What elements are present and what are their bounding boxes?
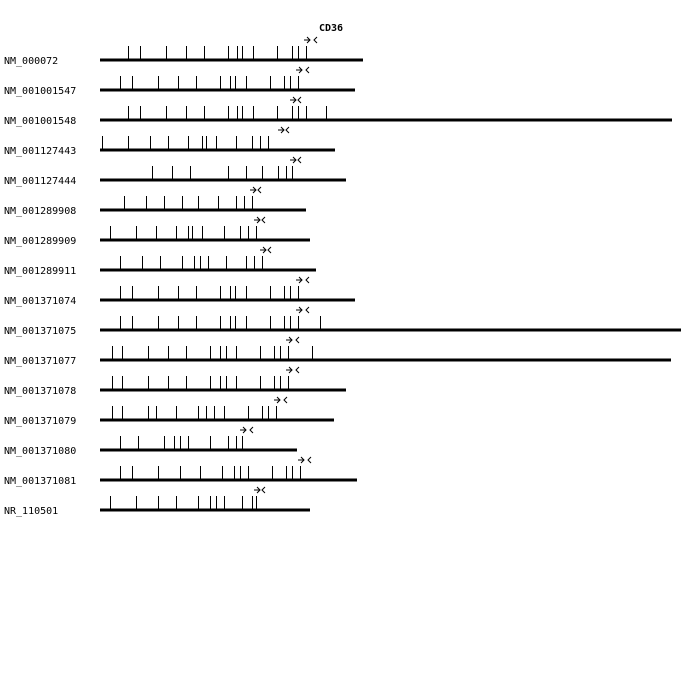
transcript-row: NM_001289909 [4, 216, 310, 247]
reverse-primer-arrow-icon [261, 486, 266, 494]
transcript-row: NM_001371074 [4, 276, 355, 307]
reverse-primer-arrow-icon [295, 366, 300, 374]
transcript-row: NM_001127443 [4, 126, 335, 157]
reverse-primer-arrow-icon [297, 96, 302, 104]
transcript-label: NM_001127443 [4, 146, 76, 157]
forward-primer-arrow-icon [290, 156, 297, 164]
transcript-row: NM_001289911 [4, 246, 316, 277]
forward-primer-arrow-icon [274, 396, 281, 404]
transcript-row: NM_001127444 [4, 156, 346, 187]
reverse-primer-arrow-icon [307, 456, 312, 464]
transcript-label: NM_001371080 [4, 446, 76, 457]
reverse-primer-arrow-icon [261, 216, 266, 224]
transcript-label: NM_001371079 [4, 416, 76, 427]
reverse-primer-arrow-icon [285, 126, 290, 134]
transcript-row: NM_001001548 [4, 96, 672, 127]
transcript-label: NM_001289911 [4, 266, 76, 277]
forward-primer-arrow-icon [254, 486, 261, 494]
reverse-primer-arrow-icon [249, 426, 254, 434]
reverse-primer-arrow-icon [295, 336, 300, 344]
transcript-row: NM_001289908 [4, 186, 306, 217]
forward-primer-arrow-icon [254, 216, 261, 224]
transcript-row: NM_001001547 [4, 66, 355, 97]
transcript-label: NM_001001548 [4, 116, 76, 127]
transcript-row: NM_001371081 [4, 456, 357, 487]
transcript-row: NM_001371080 [4, 426, 297, 457]
transcript-label: NM_001371075 [4, 326, 76, 337]
reverse-primer-arrow-icon [305, 306, 310, 314]
reverse-primer-arrow-icon [313, 36, 318, 44]
transcript-label: NM_001371078 [4, 386, 76, 397]
transcript-label: NM_000072 [4, 56, 58, 67]
transcript-row: NM_001371075 [4, 306, 681, 337]
transcripts-layer: NM_000072 NM_001001547 NM_001001548 NM_0011… [4, 36, 681, 517]
transcript-row: NM_001371077 [4, 336, 671, 367]
transcript-label: NM_001127444 [4, 176, 76, 187]
reverse-primer-arrow-icon [297, 156, 302, 164]
forward-primer-arrow-icon [296, 276, 303, 284]
transcript-label: NM_001371074 [4, 296, 76, 307]
forward-primer-arrow-icon [286, 366, 293, 374]
forward-primer-arrow-icon [250, 186, 257, 194]
transcript-row: NM_001371078 [4, 366, 346, 397]
gene-title: CD36 [319, 23, 343, 34]
transcript-label: NM_001371081 [4, 476, 76, 487]
transcript-label: NM_001371077 [4, 356, 76, 367]
forward-primer-arrow-icon [286, 336, 293, 344]
reverse-primer-arrow-icon [283, 396, 288, 404]
transcript-row: NM_001371079 [4, 396, 334, 427]
transcript-label: NM_001289908 [4, 206, 76, 217]
reverse-primer-arrow-icon [305, 276, 310, 284]
transcript-label: NM_001289909 [4, 236, 76, 247]
forward-primer-arrow-icon [278, 126, 285, 134]
forward-primer-arrow-icon [240, 426, 247, 434]
transcript-row: NM_000072 [4, 36, 363, 67]
transcript-label: NR_110501 [4, 506, 58, 517]
transcript-row: NR_110501 [4, 486, 310, 517]
reverse-primer-arrow-icon [305, 66, 310, 74]
forward-primer-arrow-icon [290, 96, 297, 104]
reverse-primer-arrow-icon [267, 246, 272, 254]
transcript-label: NM_001001547 [4, 86, 76, 97]
forward-primer-arrow-icon [298, 456, 305, 464]
reverse-primer-arrow-icon [257, 186, 262, 194]
forward-primer-arrow-icon [260, 246, 267, 254]
forward-primer-arrow-icon [304, 36, 311, 44]
forward-primer-arrow-icon [296, 66, 303, 74]
forward-primer-arrow-icon [296, 306, 303, 314]
